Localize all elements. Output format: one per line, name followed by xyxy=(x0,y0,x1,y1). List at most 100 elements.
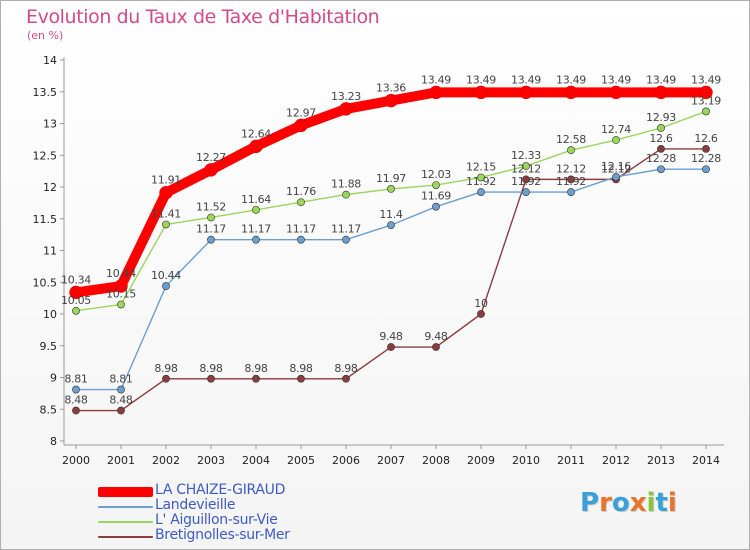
data-label: 12.93 xyxy=(646,111,676,124)
data-label: 11.41 xyxy=(151,207,181,220)
data-point xyxy=(207,213,215,222)
data-label: 12.58 xyxy=(556,133,586,146)
data-label: 9.48 xyxy=(379,330,403,343)
data-label: 11.17 xyxy=(331,223,361,236)
data-label: 10.34 xyxy=(61,273,91,286)
data-label: 10.15 xyxy=(106,287,136,300)
legend-swatch xyxy=(98,506,153,508)
legend-label: Bretignolles-sur-Mer xyxy=(155,527,290,543)
data-label: 8.98 xyxy=(334,362,358,375)
data-point xyxy=(342,374,350,383)
data-label: 11.17 xyxy=(286,223,316,236)
data-label: 12.6 xyxy=(694,132,718,145)
data-label: 13.49 xyxy=(466,73,496,86)
x-tick-label: 2002 xyxy=(152,454,180,467)
data-point xyxy=(114,279,128,293)
logo-letter: t xyxy=(655,488,668,518)
data-point xyxy=(339,102,353,116)
data-point xyxy=(207,235,215,244)
data-label: 11.64 xyxy=(241,193,271,206)
data-point xyxy=(207,374,215,383)
data-point xyxy=(432,343,440,351)
data-point xyxy=(252,235,260,244)
y-tick-label: 12 xyxy=(43,181,57,194)
data-point xyxy=(522,162,530,170)
data-point xyxy=(252,205,260,214)
x-tick-label: 2004 xyxy=(242,454,270,467)
y-tick-label: 14 xyxy=(43,54,57,67)
legend-label: Landevieille xyxy=(155,497,236,513)
data-label: 13.36 xyxy=(376,82,406,95)
x-tick-label: 2014 xyxy=(692,454,720,467)
data-point xyxy=(699,85,713,100)
logo-letter: o xyxy=(611,488,630,518)
data-point xyxy=(477,188,485,196)
y-tick-label: 10.5 xyxy=(33,276,58,289)
data-label: 10.44 xyxy=(151,269,181,282)
data-point xyxy=(297,374,305,383)
data-point xyxy=(612,172,620,181)
line-chart: 8 8.5 9 9.5 10 10.5 11 11.5 12 12.5 13 13.5 14 2000 20… xyxy=(33,54,724,467)
y-tick-label: 13.5 xyxy=(33,86,58,99)
data-label: 13.23 xyxy=(331,90,361,103)
proxiti-logo: Proxiti xyxy=(580,488,677,518)
x-tick-label: 2012 xyxy=(602,454,630,467)
data-point xyxy=(477,173,485,182)
data-point xyxy=(522,175,530,184)
data-point xyxy=(117,385,125,394)
data-point xyxy=(564,85,578,100)
data-label: 12.15 xyxy=(466,160,496,173)
data-point xyxy=(387,221,395,229)
data-label: 12.16 xyxy=(601,160,631,173)
x-tick-label: 2000 xyxy=(62,454,90,467)
data-point xyxy=(657,165,665,174)
data-point xyxy=(252,374,260,383)
data-label: 13.49 xyxy=(601,73,631,86)
data-label: 10.44 xyxy=(106,267,136,280)
data-point xyxy=(342,235,350,244)
data-label: 8.98 xyxy=(154,362,178,375)
data-point xyxy=(477,310,485,318)
x-tick-label: 2003 xyxy=(197,454,225,467)
data-label: 13.49 xyxy=(421,73,451,86)
data-point xyxy=(567,146,575,155)
data-label: 11.92 xyxy=(556,175,586,188)
data-label: 12.28 xyxy=(691,152,721,165)
data-label: 8.48 xyxy=(109,394,133,407)
data-label: 12.27 xyxy=(196,151,226,164)
data-point xyxy=(609,85,623,100)
legend-swatch xyxy=(98,536,153,538)
data-label: 10.05 xyxy=(61,294,91,307)
data-point xyxy=(297,198,305,207)
data-label: 8.98 xyxy=(289,362,313,375)
data-label: 8.98 xyxy=(244,362,268,375)
data-label: 12.6 xyxy=(649,132,673,145)
data-point xyxy=(162,374,170,383)
data-point xyxy=(162,220,170,229)
y-tick-label: 8.5 xyxy=(40,403,58,416)
data-label: 12.74 xyxy=(601,123,631,136)
data-label: 8.81 xyxy=(109,373,132,386)
data-label: 12.97 xyxy=(286,106,316,119)
x-tick-label: 2011 xyxy=(557,454,585,467)
data-point xyxy=(612,136,620,144)
data-label: 11.91 xyxy=(151,174,181,187)
data-label: 12.03 xyxy=(421,168,451,181)
data-point xyxy=(432,202,440,211)
data-point xyxy=(474,85,488,100)
logo-letter: r xyxy=(599,488,612,518)
x-tick-label: 2010 xyxy=(512,454,540,467)
data-point xyxy=(657,144,665,153)
y-tick-label: 13 xyxy=(43,118,57,131)
data-point xyxy=(294,118,308,133)
x-tick-label: 2001 xyxy=(107,454,135,467)
data-label: 8.48 xyxy=(64,394,88,407)
data-point xyxy=(72,385,80,394)
x-tick-label: 2009 xyxy=(467,454,495,467)
data-point xyxy=(72,306,80,315)
data-label: 12.12 xyxy=(556,162,586,175)
y-tick-label: 11.5 xyxy=(33,213,58,226)
data-label: 11.69 xyxy=(421,190,451,203)
data-point xyxy=(702,107,710,116)
data-point xyxy=(387,343,395,351)
